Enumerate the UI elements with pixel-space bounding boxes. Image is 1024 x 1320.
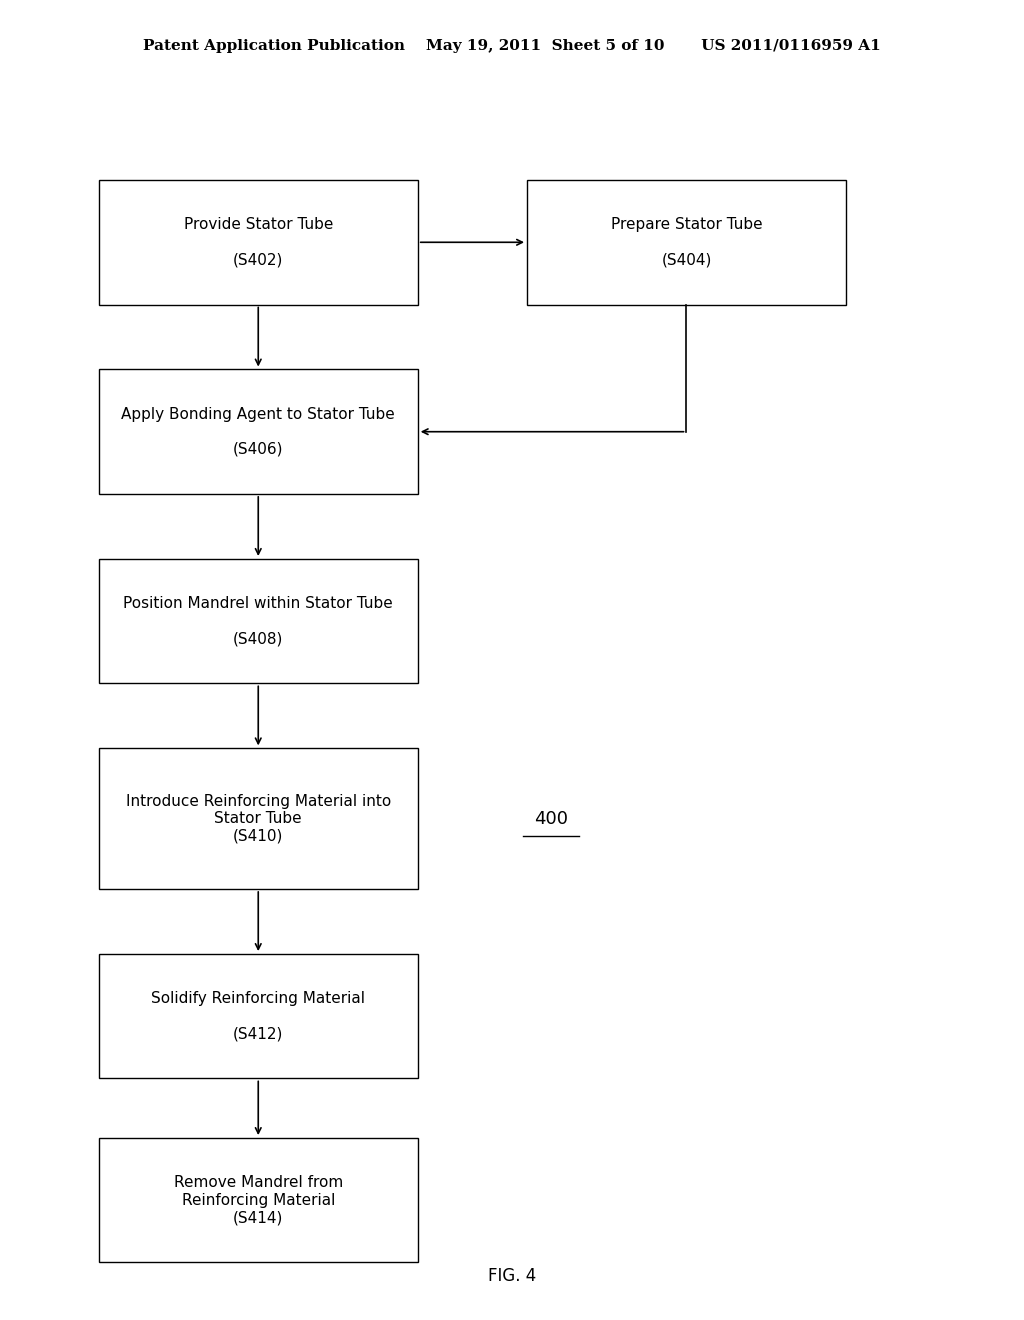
Text: Solidify Reinforcing Material

(S412): Solidify Reinforcing Material (S412) — [152, 991, 366, 1041]
Text: 400: 400 — [534, 809, 568, 828]
Text: Provide Stator Tube

(S402): Provide Stator Tube (S402) — [183, 218, 333, 267]
FancyBboxPatch shape — [98, 748, 418, 890]
FancyBboxPatch shape — [98, 370, 418, 494]
Text: Apply Bonding Agent to Stator Tube

(S406): Apply Bonding Agent to Stator Tube (S406… — [122, 407, 395, 457]
Text: Prepare Stator Tube

(S404): Prepare Stator Tube (S404) — [610, 218, 762, 267]
Text: Patent Application Publication    May 19, 2011  Sheet 5 of 10       US 2011/0116: Patent Application Publication May 19, 2… — [143, 40, 881, 53]
FancyBboxPatch shape — [98, 558, 418, 684]
FancyBboxPatch shape — [98, 180, 418, 305]
Text: Introduce Reinforcing Material into
Stator Tube
(S410): Introduce Reinforcing Material into Stat… — [126, 793, 391, 843]
FancyBboxPatch shape — [98, 954, 418, 1078]
FancyBboxPatch shape — [98, 1138, 418, 1262]
Text: Position Mandrel within Stator Tube

(S408): Position Mandrel within Stator Tube (S40… — [123, 597, 393, 645]
FancyBboxPatch shape — [527, 180, 846, 305]
Text: FIG. 4: FIG. 4 — [487, 1267, 537, 1286]
Text: Remove Mandrel from
Reinforcing Material
(S414): Remove Mandrel from Reinforcing Material… — [174, 1175, 343, 1225]
